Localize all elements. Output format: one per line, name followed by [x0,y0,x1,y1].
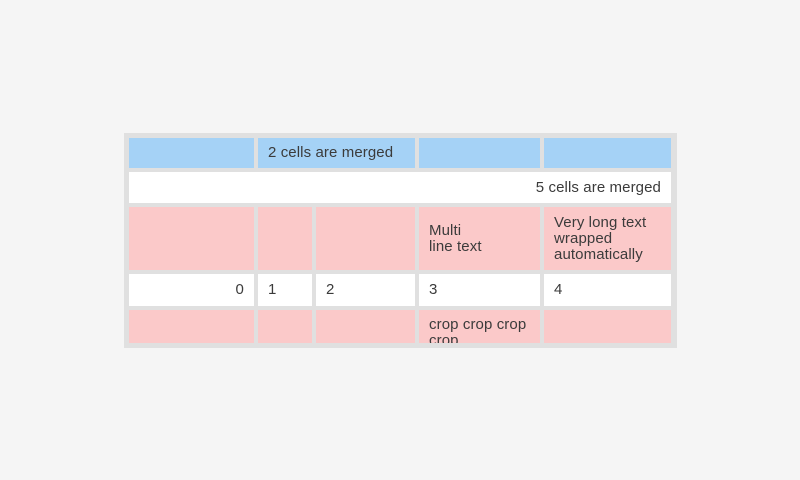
cell-row3-col2[interactable] [258,207,312,270]
cell-row5-col3[interactable] [316,310,415,343]
cell-row1-col1[interactable] [129,138,254,168]
cell-row3-col5-wrapped[interactable]: Very long text wrapped automatically [544,207,671,270]
cell-row1-col4[interactable] [419,138,540,168]
cell-row4-col2[interactable]: 1 [258,274,312,306]
table-widget: 2 cells are merged 5 cells are merged Mu… [124,133,677,348]
cell-row5-col1[interactable] [129,310,254,343]
cell-row4-col5[interactable]: 4 [544,274,671,306]
cell-row1-merged-2cols[interactable]: 2 cells are merged [258,138,415,168]
cell-row3-col3[interactable] [316,207,415,270]
cell-row4-col3[interactable]: 2 [316,274,415,306]
cell-row1-col5[interactable] [544,138,671,168]
cell-row5-col5[interactable] [544,310,671,343]
cell-row5-col4-cropped[interactable]: crop crop crop crop [419,310,540,343]
cell-row3-col4-multiline[interactable]: Multi line text [419,207,540,270]
cell-row5-col2[interactable] [258,310,312,343]
table-grid: 2 cells are merged 5 cells are merged Mu… [129,138,672,343]
cell-row4-col1[interactable]: 0 [129,274,254,306]
cell-row4-col4[interactable]: 3 [419,274,540,306]
cell-row2-merged-5cols[interactable]: 5 cells are merged [129,172,671,203]
cell-row3-col1[interactable] [129,207,254,270]
table-clip-area: 2 cells are merged 5 cells are merged Mu… [129,138,672,343]
